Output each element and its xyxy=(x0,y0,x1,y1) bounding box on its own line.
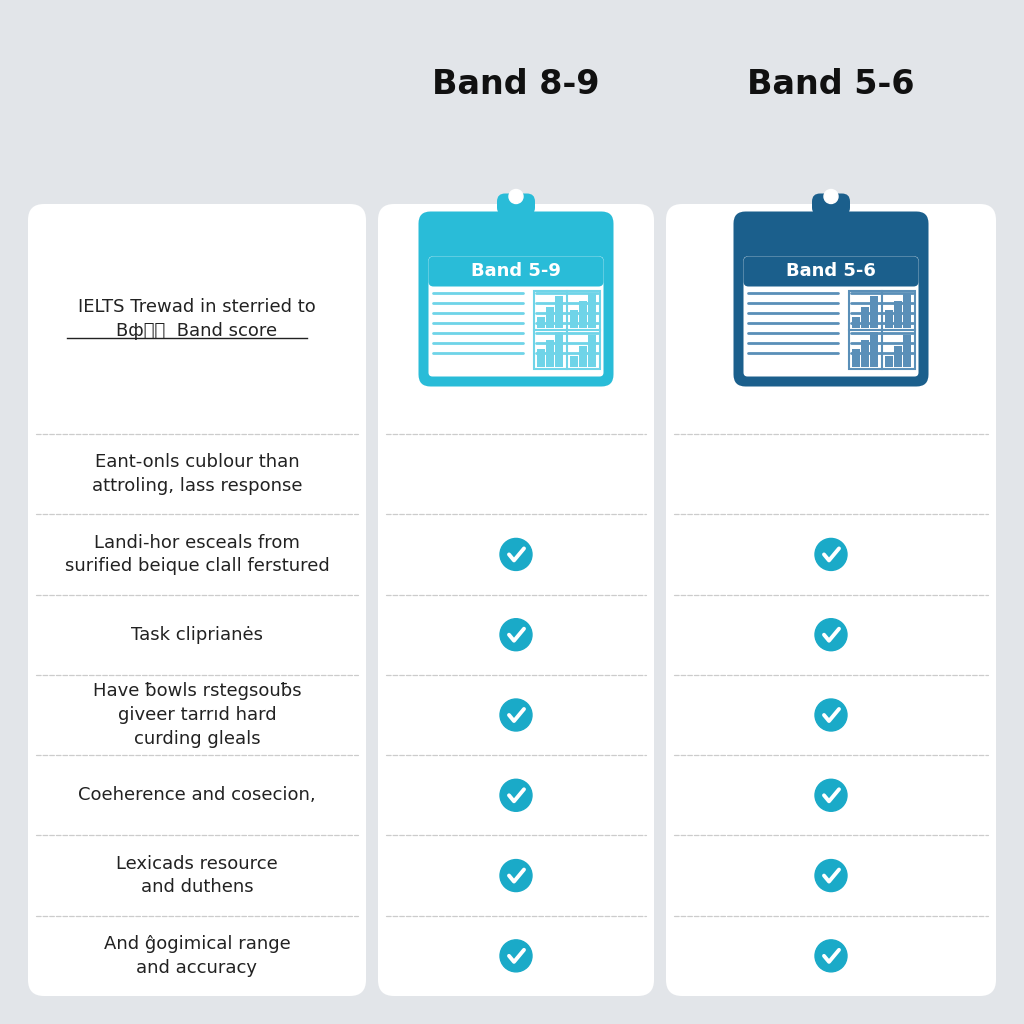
Text: Band 5-9: Band 5-9 xyxy=(471,262,561,281)
Bar xyxy=(860,306,868,328)
Text: Task cliprianės: Task cliprianės xyxy=(131,626,263,644)
Bar xyxy=(534,291,600,369)
Text: And ĝogimical range
and accuracy: And ĝogimical range and accuracy xyxy=(103,935,291,977)
Bar xyxy=(555,332,563,367)
Bar xyxy=(894,301,902,328)
Circle shape xyxy=(500,779,532,811)
Bar xyxy=(546,306,554,328)
Bar xyxy=(537,317,545,328)
Bar xyxy=(849,291,915,369)
Circle shape xyxy=(815,779,847,811)
Bar xyxy=(885,356,893,367)
FancyBboxPatch shape xyxy=(812,194,850,215)
Bar xyxy=(852,349,859,367)
Circle shape xyxy=(815,618,847,650)
Circle shape xyxy=(500,699,532,731)
Text: IELTS Trewad in sterried to
Bф੮བ  Band score: IELTS Trewad in sterried to Bф੮བ Band sc… xyxy=(78,298,315,340)
Bar xyxy=(588,293,596,328)
Bar xyxy=(588,335,596,367)
Bar xyxy=(579,345,587,367)
FancyBboxPatch shape xyxy=(28,204,366,996)
FancyBboxPatch shape xyxy=(666,204,996,996)
Text: Have ƀowls rstegsouƀs
giveer tarrıd hard
curding gleals: Have ƀowls rstegsouƀs giveer tarrıd hard… xyxy=(93,682,301,748)
Circle shape xyxy=(824,189,838,204)
Circle shape xyxy=(815,699,847,731)
Bar xyxy=(569,356,578,367)
FancyBboxPatch shape xyxy=(419,212,613,386)
Bar xyxy=(569,310,578,328)
Bar xyxy=(894,345,902,367)
Bar xyxy=(869,332,878,367)
Circle shape xyxy=(500,940,532,972)
FancyBboxPatch shape xyxy=(743,256,919,377)
Circle shape xyxy=(815,940,847,972)
Bar xyxy=(537,349,545,367)
Text: Eant-onls cublour than
attroling, lass response: Eant-onls cublour than attroling, lass r… xyxy=(92,454,302,495)
Circle shape xyxy=(815,859,847,892)
Text: Lexicads resource
and duthens: Lexicads resource and duthens xyxy=(116,855,278,896)
Bar xyxy=(852,317,859,328)
FancyBboxPatch shape xyxy=(497,194,535,215)
Text: Band 8-9: Band 8-9 xyxy=(432,68,600,100)
Circle shape xyxy=(500,618,532,650)
FancyBboxPatch shape xyxy=(428,256,603,287)
Bar xyxy=(579,301,587,328)
Text: Band 5-6: Band 5-6 xyxy=(786,262,876,281)
Bar xyxy=(555,296,563,328)
Circle shape xyxy=(500,539,532,570)
Text: Coeherence and cosecion,: Coeherence and cosecion, xyxy=(78,786,315,804)
Bar xyxy=(903,335,911,367)
Circle shape xyxy=(509,189,523,204)
Bar xyxy=(869,296,878,328)
Circle shape xyxy=(500,859,532,892)
Bar xyxy=(860,340,868,367)
Circle shape xyxy=(815,539,847,570)
Bar xyxy=(903,293,911,328)
Bar xyxy=(885,310,893,328)
FancyBboxPatch shape xyxy=(428,256,603,377)
FancyBboxPatch shape xyxy=(743,256,919,287)
Text: Band 5-6: Band 5-6 xyxy=(748,68,914,100)
FancyBboxPatch shape xyxy=(378,204,654,996)
Text: Landi-hor esceals from
surified beique clall ferstured: Landi-hor esceals from surified beique c… xyxy=(65,534,330,575)
Bar xyxy=(546,340,554,367)
FancyBboxPatch shape xyxy=(733,212,929,386)
